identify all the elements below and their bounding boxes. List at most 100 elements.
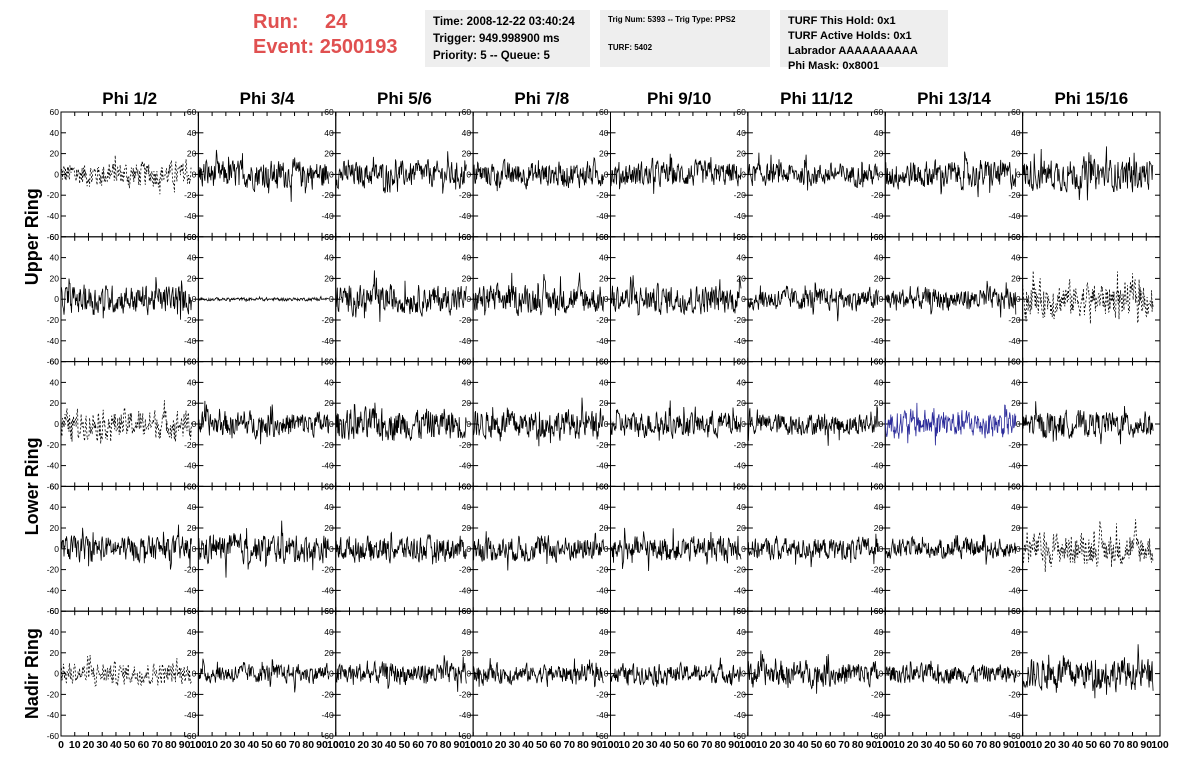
y-tick-label: -60 — [47, 481, 60, 491]
y-tick-label: 20 — [1011, 149, 1021, 159]
x-tick-label: 70 — [701, 739, 713, 751]
x-tick-label: 30 — [1058, 739, 1070, 751]
waveform-trace — [335, 270, 467, 322]
y-tick-label: 0 — [604, 419, 609, 429]
x-tick-label: 50 — [673, 739, 685, 751]
y-tick-label: -20 — [1008, 689, 1021, 699]
x-tick-label: 60 — [412, 739, 424, 751]
y-tick-label: 40 — [736, 377, 746, 387]
y-tick-label: 0 — [741, 169, 746, 179]
waveform-trace — [610, 657, 742, 687]
x-tick-label: 80 — [302, 739, 314, 751]
x-tick-label: 70 — [289, 739, 301, 751]
x-tick-label: 40 — [797, 739, 809, 751]
column-title: Phi 1/2 — [102, 89, 157, 108]
y-tick-label: 40 — [599, 128, 609, 138]
y-tick-label: 40 — [599, 253, 609, 263]
y-tick-label: -40 — [596, 710, 609, 720]
waveform-trace — [198, 658, 330, 693]
y-tick-label: -20 — [1008, 315, 1021, 325]
x-tick-label: 50 — [399, 739, 411, 751]
ring-label: Upper Ring — [22, 188, 42, 285]
y-tick-label: 0 — [192, 669, 197, 679]
waveform-trace — [472, 397, 604, 447]
y-tick-label: 20 — [324, 523, 334, 533]
y-tick-label: 0 — [329, 294, 334, 304]
y-tick-label: 0 — [466, 419, 471, 429]
y-tick-label: 20 — [324, 149, 334, 159]
y-tick-label: -20 — [47, 565, 60, 575]
y-tick-label: -20 — [871, 190, 884, 200]
y-tick-label: 0 — [1016, 419, 1021, 429]
y-tick-label: 40 — [187, 253, 197, 263]
y-tick-label: 0 — [741, 544, 746, 554]
y-tick-label: 20 — [187, 273, 197, 283]
waveform-trace — [747, 405, 879, 446]
y-tick-label: 60 — [599, 606, 609, 616]
x-tick-label: 80 — [1127, 739, 1139, 751]
y-tick-label: -40 — [596, 461, 609, 471]
y-tick-label: -40 — [734, 710, 747, 720]
waveform-trace — [60, 524, 192, 570]
y-tick-label: 60 — [324, 357, 334, 367]
x-tick-label: 100 — [1151, 739, 1169, 751]
y-tick-label: 60 — [187, 481, 197, 491]
y-tick-label: 40 — [736, 627, 746, 637]
x-tick-label: 20 — [495, 739, 507, 751]
x-tick-label: 60 — [1099, 739, 1111, 751]
y-tick-label: 20 — [462, 149, 472, 159]
waveform-trace — [1022, 519, 1154, 573]
y-tick-label: -40 — [321, 585, 334, 595]
panel-frame — [197, 111, 337, 238]
y-tick-label: -40 — [734, 585, 747, 595]
y-tick-label: 20 — [736, 648, 746, 658]
x-tick-label: 60 — [962, 739, 974, 751]
waveform-trace — [60, 654, 192, 687]
y-tick-label: -20 — [47, 440, 60, 450]
waveform-trace — [198, 400, 330, 445]
y-tick-label: 20 — [736, 273, 746, 283]
y-tick-label: 40 — [50, 253, 60, 263]
y-tick-label: -20 — [734, 565, 747, 575]
column-title: Phi 13/14 — [917, 89, 991, 108]
y-tick-label: 0 — [741, 669, 746, 679]
x-tick-label: 70 — [426, 739, 438, 751]
y-tick-label: 60 — [187, 357, 197, 367]
y-tick-label: 0 — [1016, 669, 1021, 679]
x-tick-label: 70 — [1113, 739, 1125, 751]
x-tick-label: 90 — [1140, 739, 1152, 751]
y-tick-label: -20 — [1008, 190, 1021, 200]
x-tick-label: 80 — [989, 739, 1001, 751]
x-tick-label: 80 — [577, 739, 589, 751]
turf-active-text: TURF Active Holds: 0x1 — [788, 30, 912, 42]
column-title: Phi 9/10 — [647, 89, 711, 108]
y-tick-label: 40 — [874, 253, 884, 263]
y-tick-label: 40 — [462, 128, 472, 138]
y-tick-label: 0 — [54, 669, 59, 679]
y-tick-label: 60 — [324, 107, 334, 117]
x-tick-label: 0 — [1020, 739, 1026, 751]
y-tick-label: -20 — [871, 440, 884, 450]
x-tick-label: 60 — [824, 739, 836, 751]
x-tick-label: 100 — [1014, 739, 1032, 751]
y-tick-label: 20 — [1011, 398, 1021, 408]
y-tick-label: -40 — [1008, 461, 1021, 471]
y-tick-label: -20 — [734, 440, 747, 450]
x-tick-label: 10 — [344, 739, 356, 751]
y-tick-label: 0 — [466, 169, 471, 179]
y-tick-label: 60 — [874, 357, 884, 367]
y-tick-label: 0 — [54, 544, 59, 554]
x-tick-label: 50 — [261, 739, 273, 751]
y-tick-label: 0 — [466, 294, 471, 304]
y-tick-label: 60 — [874, 107, 884, 117]
y-tick-label: 40 — [874, 502, 884, 512]
y-tick-label: 0 — [741, 294, 746, 304]
y-tick-label: 20 — [50, 523, 60, 533]
y-tick-label: 20 — [462, 273, 472, 283]
x-tick-label: 20 — [632, 739, 644, 751]
y-tick-label: -20 — [734, 315, 747, 325]
y-tick-label: 20 — [736, 523, 746, 533]
y-tick-label: -20 — [184, 689, 197, 699]
x-tick-label: 10 — [206, 739, 218, 751]
x-tick-label: 0 — [608, 739, 614, 751]
